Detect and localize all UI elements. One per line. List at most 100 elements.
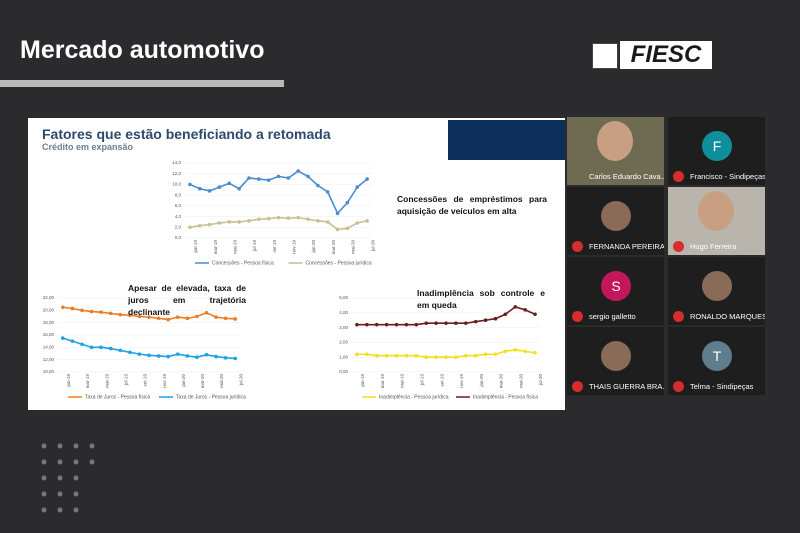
- mic-muted-icon: [572, 381, 583, 392]
- data-point: [197, 186, 202, 191]
- data-point: [195, 314, 199, 319]
- x-tick-label: jan-19: [66, 374, 71, 388]
- logo-mark: [592, 43, 618, 69]
- data-point: [197, 223, 202, 228]
- video-face: [698, 191, 734, 231]
- participant-name: RONALDO MARQUES...: [690, 312, 765, 321]
- avatar-photo: [601, 341, 631, 371]
- data-point: [276, 215, 281, 220]
- chart-annotation: Concessões de empréstimos para aquisição…: [397, 194, 547, 216]
- data-point: [523, 308, 527, 312]
- y-tick-label: 14,0: [172, 160, 181, 165]
- y-tick-label: 4,00: [339, 310, 348, 315]
- data-point: [214, 354, 218, 359]
- data-point: [316, 183, 320, 188]
- x-tick-label: mai-20: [219, 374, 224, 388]
- mic-muted-icon: [572, 241, 583, 252]
- participant-tile: Carlos Eduardo Cava...: [567, 117, 664, 185]
- data-point: [166, 317, 170, 322]
- data-point: [70, 339, 75, 343]
- data-point: [533, 350, 537, 355]
- data-point: [108, 346, 113, 351]
- data-point: [316, 219, 320, 223]
- data-point: [286, 216, 291, 220]
- data-point: [89, 345, 94, 350]
- data-point: [335, 227, 340, 232]
- data-point: [257, 217, 261, 222]
- data-point: [214, 315, 218, 319]
- data-point: [355, 221, 360, 225]
- data-point: [483, 352, 488, 357]
- y-tick-label: 20,00: [43, 308, 55, 313]
- data-point: [257, 177, 261, 181]
- y-tick-label: 10,0: [172, 182, 181, 187]
- data-point: [195, 355, 199, 360]
- data-point: [394, 322, 399, 327]
- legend-label: Inadimplência - Pessoa jurídica: [379, 394, 449, 400]
- data-point: [523, 349, 527, 354]
- data-point: [325, 190, 330, 194]
- y-tick-label: 2,0: [175, 224, 182, 229]
- participant-tile: FERNANDA PEREIRA...: [567, 187, 664, 255]
- x-tick-label: mai-20: [351, 240, 356, 254]
- avatar: T: [702, 341, 732, 371]
- participant-tile: Hugo Ferreira: [668, 187, 765, 255]
- data-point: [345, 226, 350, 231]
- data-point: [434, 321, 438, 325]
- data-point: [384, 322, 389, 327]
- video-face: [597, 121, 633, 161]
- data-point: [345, 200, 350, 205]
- data-point: [175, 352, 180, 356]
- data-point: [276, 174, 281, 179]
- y-tick-label: 4,0: [175, 214, 182, 219]
- data-point: [533, 312, 537, 317]
- y-tick-label: 22,00: [43, 295, 55, 300]
- y-tick-label: 2,00: [339, 340, 348, 345]
- x-tick-label: jul-19: [420, 374, 425, 387]
- data-point: [355, 352, 359, 357]
- data-point: [118, 312, 123, 317]
- avatar: F: [702, 131, 732, 161]
- legend-label: Inadimplência - Pessoa física: [473, 394, 538, 400]
- participant-name: sergio galletto: [589, 312, 636, 321]
- x-tick-label: mai-19: [232, 240, 237, 254]
- y-tick-label: 12,0: [172, 171, 181, 176]
- data-point: [247, 219, 251, 223]
- legend-label: Concessões - Pessoa física: [212, 260, 274, 266]
- mic-muted-icon: [673, 381, 684, 392]
- data-point: [286, 176, 291, 180]
- header-rule: [0, 80, 284, 87]
- avatar: S: [601, 271, 631, 301]
- data-point: [454, 355, 458, 360]
- x-tick-label: mai-19: [104, 374, 109, 388]
- participant-name: FERNANDA PEREIRA...: [589, 242, 664, 251]
- x-tick-label: nov-19: [292, 240, 297, 254]
- participant-name: Francisco - Sindipeças: [690, 172, 765, 181]
- data-point: [227, 220, 232, 224]
- x-tick-label: mar-19: [85, 374, 90, 389]
- data-point: [166, 354, 170, 359]
- data-point: [185, 354, 190, 358]
- x-tick-label: mar-20: [499, 374, 504, 389]
- y-tick-label: 3,00: [339, 325, 348, 330]
- data-point: [233, 317, 238, 321]
- data-point: [237, 220, 241, 224]
- data-point: [207, 189, 212, 193]
- data-point: [204, 352, 209, 357]
- x-tick-label: jan-20: [311, 240, 316, 254]
- data-point: [355, 322, 359, 327]
- data-point: [175, 315, 180, 319]
- data-point: [266, 178, 271, 182]
- data-point: [128, 313, 132, 318]
- data-point: [365, 219, 369, 223]
- chart-annotation: Inadimplência sob controle e em queda: [417, 288, 545, 310]
- data-point: [89, 309, 94, 314]
- x-tick-label: jul-20: [370, 240, 375, 253]
- data-point: [99, 310, 103, 314]
- data-point: [384, 353, 389, 358]
- x-tick-label: set-19: [439, 374, 444, 387]
- data-point: [233, 356, 238, 361]
- data-point: [365, 177, 369, 181]
